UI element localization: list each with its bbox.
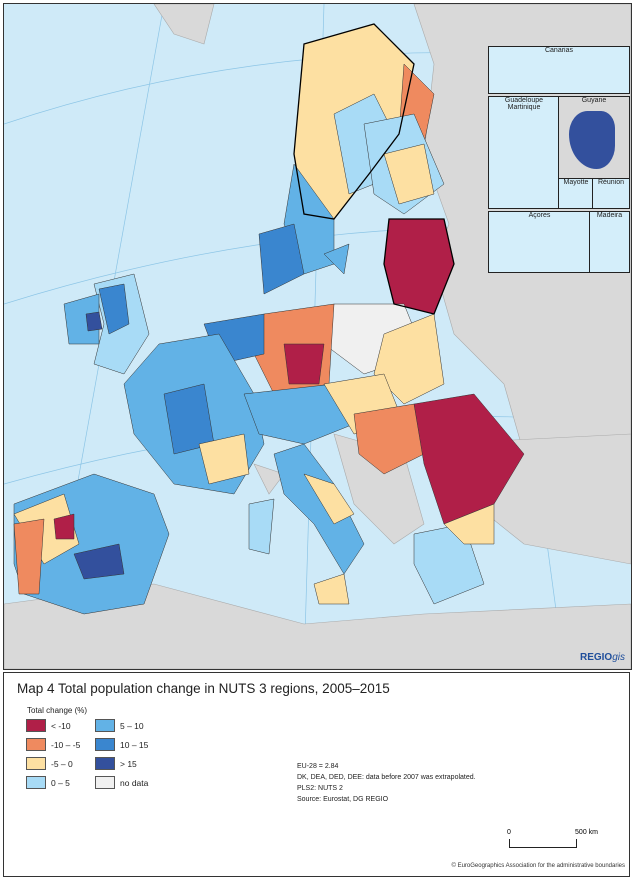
legend-item: no data <box>95 776 148 789</box>
legend-label: < -10 <box>51 720 71 731</box>
inset-guadeloupe-martinique: Guadeloupe Martinique <box>488 96 560 209</box>
legend-swatch <box>95 757 115 770</box>
legend-panel: Map 4 Total population change in NUTS 3 … <box>3 672 630 877</box>
legend-label: 10 – 15 <box>120 739 149 750</box>
legend-label: -10 – -5 <box>51 739 81 750</box>
legend-swatch <box>26 776 46 789</box>
scale-end: 500 km <box>575 829 598 836</box>
legend-title: Total change (%) <box>27 706 88 715</box>
inset-label: Réunion <box>597 179 625 186</box>
inset-label: Mayotte <box>563 179 589 186</box>
legend-item: < -10 <box>26 719 71 732</box>
inset-label: Guyane <box>581 97 607 104</box>
legend-label: 0 – 5 <box>51 777 70 788</box>
legend-label: no data <box>120 777 149 788</box>
inset-guyane: Guyane <box>558 96 630 180</box>
legend-item: -5 – 0 <box>26 757 73 770</box>
legend-label: > 15 <box>120 758 137 769</box>
inset-canarias: Canarias <box>488 46 630 94</box>
map-area: Canarias Guadeloupe Martinique Guyane Ma… <box>3 3 632 670</box>
inset-label: Guadeloupe Martinique <box>504 97 544 111</box>
guyane-region <box>569 111 615 169</box>
inset-acores: Açores <box>488 211 591 273</box>
map-title: Map 4 Total population change in NUTS 3 … <box>17 681 390 696</box>
legend-item: -10 – -5 <box>26 738 80 751</box>
inset-label: Madeira <box>596 212 623 219</box>
inset-mayotte: Mayotte <box>558 178 594 209</box>
legend-swatch <box>26 719 46 732</box>
scale-bar: 0 500 km <box>507 829 598 848</box>
legend-item: 5 – 10 <box>95 719 144 732</box>
note-extrapolated: DK, DEA, DED, DEE: data before 2007 was … <box>297 774 476 781</box>
note-pls2: PLS2: NUTS 2 <box>297 785 343 792</box>
copyright: © EuroGeographics Association for the ad… <box>451 863 625 869</box>
legend-swatch <box>95 776 115 789</box>
legend-item: > 15 <box>95 757 137 770</box>
legend-item: 10 – 15 <box>95 738 148 751</box>
legend-swatch <box>95 738 115 751</box>
inset-reunion: Réunion <box>592 178 630 209</box>
legend-swatch <box>95 719 115 732</box>
legend-swatch <box>26 757 46 770</box>
inset-label: Canarias <box>544 47 573 54</box>
notes: EU-28 = 2.84 DK, DEA, DED, DEE: data bef… <box>297 761 476 805</box>
note-source: Source: Eurostat, DG REGIO <box>297 796 389 803</box>
note-eu28: EU-28 = 2.84 <box>297 763 339 770</box>
inset-madeira: Madeira <box>589 211 630 273</box>
inset-label: Açores <box>528 212 551 219</box>
legend-label: -5 – 0 <box>51 758 73 769</box>
legend-item: 0 – 5 <box>26 776 70 789</box>
legend-label: 5 – 10 <box>120 720 144 731</box>
regiogis-logo: REGIOgis <box>579 652 625 663</box>
legend-swatch <box>26 738 46 751</box>
scale-start: 0 <box>507 829 511 836</box>
